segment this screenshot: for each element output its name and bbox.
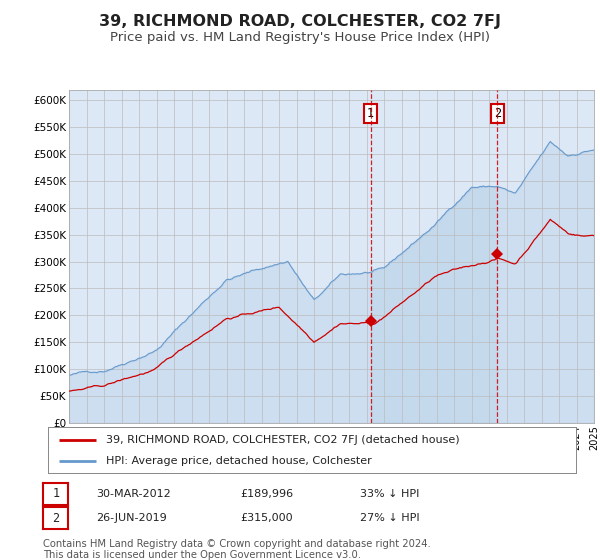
Text: 1: 1 <box>52 487 59 501</box>
Text: 39, RICHMOND ROAD, COLCHESTER, CO2 7FJ (detached house): 39, RICHMOND ROAD, COLCHESTER, CO2 7FJ (… <box>106 435 460 445</box>
Text: HPI: Average price, detached house, Colchester: HPI: Average price, detached house, Colc… <box>106 456 372 466</box>
Text: £189,996: £189,996 <box>240 489 293 499</box>
Text: 33% ↓ HPI: 33% ↓ HPI <box>360 489 419 499</box>
Text: 39, RICHMOND ROAD, COLCHESTER, CO2 7FJ: 39, RICHMOND ROAD, COLCHESTER, CO2 7FJ <box>99 14 501 29</box>
Text: 30-MAR-2012: 30-MAR-2012 <box>96 489 171 499</box>
Text: 1: 1 <box>367 108 374 120</box>
Text: 2: 2 <box>494 108 501 120</box>
Text: 27% ↓ HPI: 27% ↓ HPI <box>360 513 419 523</box>
Text: 26-JUN-2019: 26-JUN-2019 <box>96 513 167 523</box>
Text: Price paid vs. HM Land Registry's House Price Index (HPI): Price paid vs. HM Land Registry's House … <box>110 31 490 44</box>
Text: 2: 2 <box>52 511 59 525</box>
Text: Contains HM Land Registry data © Crown copyright and database right 2024.
This d: Contains HM Land Registry data © Crown c… <box>43 539 431 560</box>
Text: £315,000: £315,000 <box>240 513 293 523</box>
